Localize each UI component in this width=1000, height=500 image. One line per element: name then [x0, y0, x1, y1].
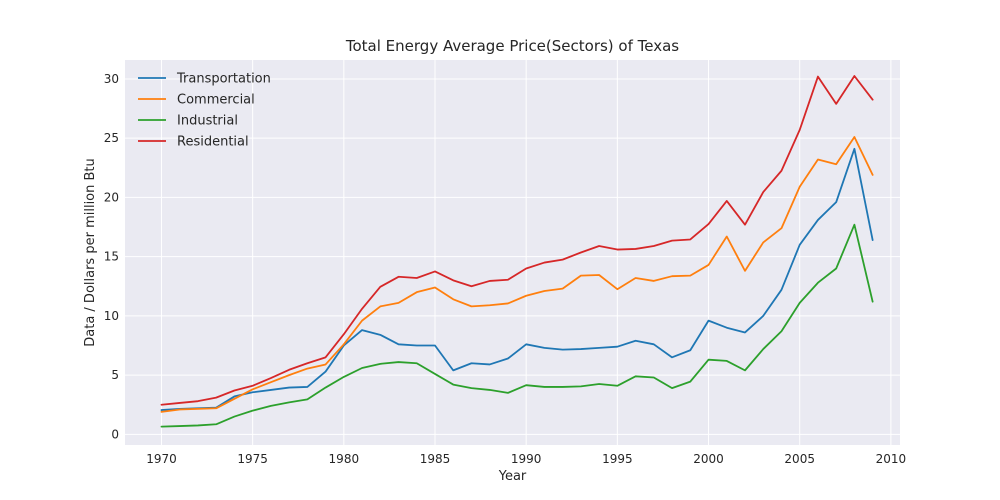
legend-label-commercial: Commercial — [177, 93, 255, 108]
x-tick-label: 1975 — [237, 452, 268, 466]
x-tick-label: 2010 — [876, 452, 907, 466]
grid — [125, 60, 900, 445]
y-tick-label: 20 — [104, 190, 119, 204]
series-lines — [160, 75, 874, 428]
legend-label-industrial: Industrial — [177, 114, 238, 129]
x-tick-label: 1980 — [329, 452, 360, 466]
y-tick-label: 30 — [104, 72, 119, 86]
x-tick-label: 2005 — [784, 452, 815, 466]
series-line-transportation — [160, 147, 874, 411]
y-axis-title: Data / Dollars per million Btu — [83, 158, 98, 347]
y-tick-label: 25 — [104, 131, 119, 145]
y-tick-label: 10 — [104, 309, 119, 323]
x-tick-label: 1995 — [602, 452, 633, 466]
y-tick-label: 15 — [104, 250, 119, 264]
y-tick-label: 0 — [111, 427, 119, 441]
x-tick-label: 1990 — [511, 452, 542, 466]
x-tick-label: 1970 — [146, 452, 177, 466]
legend-label-transportation: Transportation — [176, 72, 271, 87]
y-axis-ticks: 0 5 10 15 20 25 30 — [104, 72, 119, 441]
legend: Transportation Commercial Industrial Reside… — [138, 72, 271, 150]
x-tick-label: 1985 — [420, 452, 451, 466]
x-axis-ticks: 1970 1975 1980 1985 1990 1995 2000 2005 2010 — [146, 452, 906, 466]
legend-label-residential: Residential — [177, 135, 249, 150]
series-line-commercial — [160, 136, 874, 413]
chart-title: Total Energy Average Price(Sectors) of T… — [345, 37, 679, 55]
series-line-industrial — [160, 223, 874, 428]
x-axis-title: Year — [498, 469, 527, 484]
y-tick-label: 5 — [111, 368, 119, 382]
x-tick-label: 2000 — [693, 452, 724, 466]
plot-area — [125, 60, 900, 445]
series-line-residential — [160, 75, 874, 406]
